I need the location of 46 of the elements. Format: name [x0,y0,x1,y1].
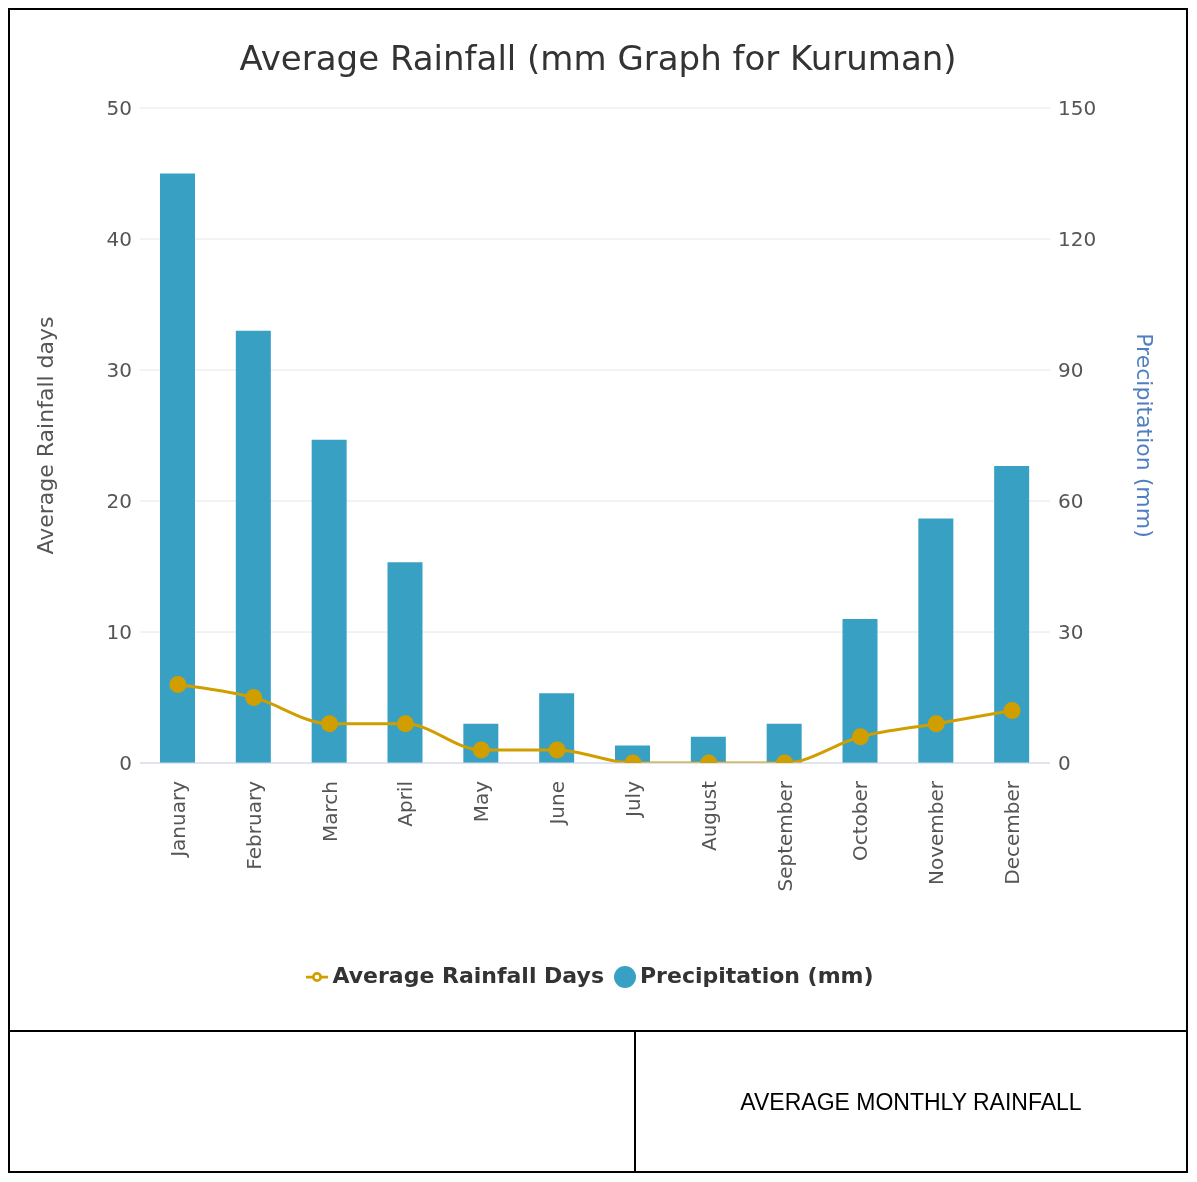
y-axis-title: Average Rainfall days [32,316,58,555]
bar [994,466,1030,763]
x-tick-label: September [772,780,797,892]
point [1003,702,1021,720]
x-tick-label: April [393,781,418,827]
y-tick-label: 0 [119,751,132,776]
bar [311,439,347,763]
x-tick-label: December [1000,780,1025,885]
x-tick-label: January [165,780,190,859]
x-tick-label: March [317,781,342,842]
y2-tick-label: 0 [1058,751,1071,776]
point [396,715,414,733]
y-tick-label: 20 [106,489,132,514]
y-tick-label: 50 [106,96,132,121]
y2-tick-label: 30 [1058,620,1084,645]
y2-tick-label: 120 [1058,227,1097,252]
point [321,715,339,733]
point [548,741,566,759]
x-tick-label: February [241,780,266,870]
bar [235,330,271,763]
chart-title: Average Rainfall (mm Graph for Kuruman) [238,37,958,80]
bar [160,173,195,763]
y-tick-label: 10 [106,620,132,645]
y2-tick-label: 90 [1058,358,1084,383]
y2-axis-title: Precipitation (mm) [1132,333,1158,538]
x-tick-label: November [924,780,949,886]
bar [918,518,954,763]
y2-tick-label: 60 [1058,489,1084,514]
x-tick-label: October [848,780,873,862]
text: AVERAGE MONTHLY RAINFALL [740,1088,1082,1116]
bar [842,618,878,763]
legend-label: Average Rainfall Days [332,963,604,988]
x-tick-label: May [469,780,494,823]
y2-tick-label: 150 [1058,96,1097,121]
x-tick-label: August [696,780,721,851]
point [245,689,263,706]
y-tick-label: 40 [106,227,132,252]
x-tick-label: July [620,780,645,819]
point [927,715,945,733]
point [851,728,869,746]
y-tick-label: 30 [106,358,132,383]
legend-label: Precipitation (mm) [639,963,874,988]
point [169,675,187,693]
x-tick-label: June [545,781,570,827]
bar [766,723,802,763]
bar [387,562,423,763]
